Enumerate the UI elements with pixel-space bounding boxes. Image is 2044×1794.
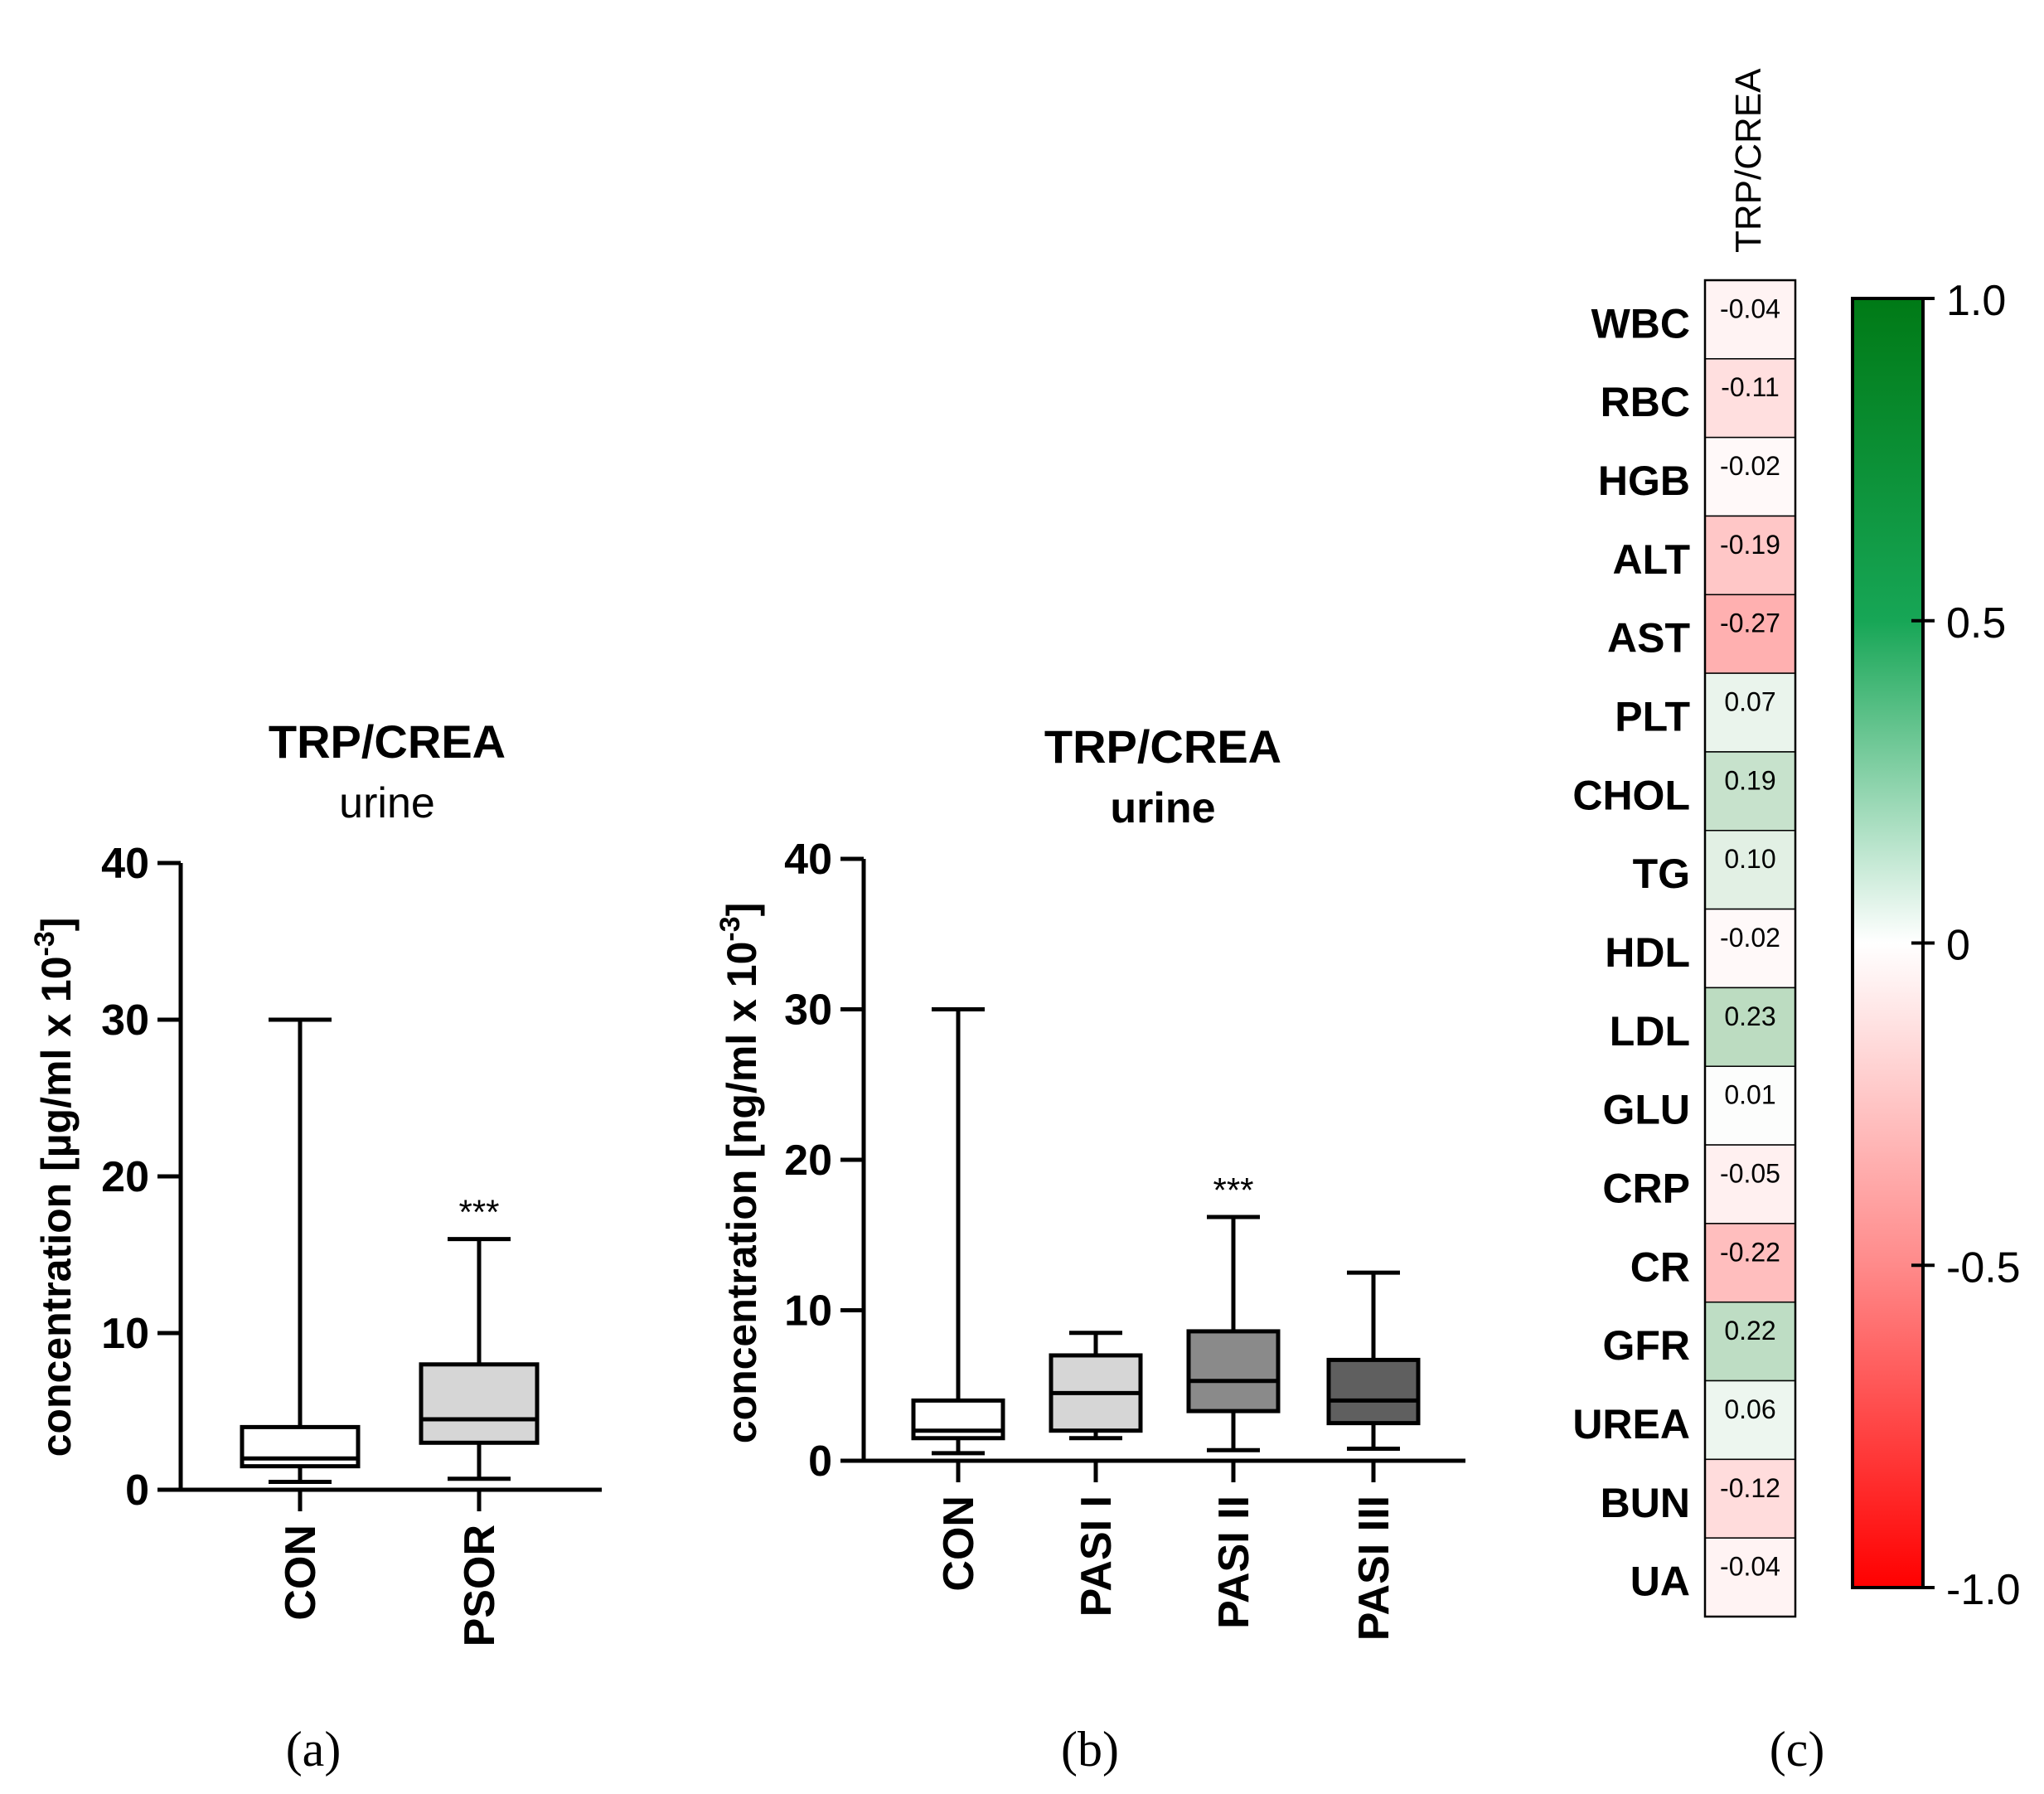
heatmap-row-label-gfr: GFR (1602, 1322, 1690, 1369)
panel-a-label: (a) (286, 1722, 341, 1777)
heatmap-row-label-chol: CHOL (1572, 772, 1690, 818)
heatmap-row-label-ua: UA (1630, 1559, 1690, 1605)
panel-a-y-tick-label: 0 (125, 1467, 149, 1515)
heatmap-row-label-glu: GLU (1602, 1087, 1690, 1133)
panel-b-x-tick-label: PASI II (1210, 1496, 1258, 1629)
heatmap-row-label-cr: CR (1630, 1244, 1690, 1290)
panel-a-x-tick-label: CON (277, 1525, 325, 1621)
heatmap-row-label-bun: BUN (1601, 1480, 1690, 1526)
panel-b-box-pasi-ii: *** (1186, 1171, 1281, 1452)
panel-b-y-tick-label: 30 (784, 987, 832, 1035)
colorbar (1851, 297, 1925, 1589)
panel-b-title: TRP/CREA (1044, 720, 1281, 773)
heatmap-row-label-ldl: LDL (1610, 1008, 1690, 1055)
heatmap-value-alt: -0.19 (1720, 530, 1780, 560)
heatmap-value-cr: -0.22 (1720, 1237, 1780, 1267)
heatmap-cell-alt (1704, 515, 1796, 596)
panel-c-label: (c) (1770, 1722, 1825, 1777)
heatmap-value-tg: 0.10 (1724, 844, 1775, 874)
heatmap-value-crp: -0.05 (1720, 1158, 1780, 1188)
panel-b-box-iqr (1326, 1357, 1421, 1426)
heatmap-row-label-plt: PLT (1615, 694, 1690, 740)
heatmap-value-urea: 0.06 (1724, 1394, 1775, 1424)
panel-c-heatmap: TRP/CREA -0.04 WBC -0.11 RBC -0.02 HGB -0.19 AL… (1572, 68, 2020, 1777)
heatmap-row-label-tg: TG (1633, 851, 1690, 897)
panel-a-y-tick-label: 10 (101, 1310, 149, 1358)
heatmap-value-ast: -0.27 (1720, 609, 1780, 638)
heatmap-cell-ua (1704, 1537, 1796, 1617)
panel-b-x-tick-label: PASI I (1073, 1496, 1121, 1617)
heatmap-value-ldl: 0.23 (1724, 1001, 1775, 1031)
heatmap-column-label: TRP/CREA (1728, 68, 1769, 253)
panel-b-label: (b) (1061, 1722, 1119, 1777)
panel-a-significance-marker: *** (458, 1193, 499, 1232)
heatmap-row-label-crp: CRP (1602, 1165, 1690, 1211)
panel-a-box-iqr (419, 1362, 540, 1445)
panel-a-box-psor: *** (419, 1193, 540, 1481)
colorbar-tick-label: 0 (1946, 922, 1970, 970)
panel-b-x-tick-label: CON (935, 1496, 983, 1592)
heatmap-value-chol: 0.19 (1724, 765, 1775, 795)
panel-a-y-tick-label: 40 (101, 840, 149, 888)
panel-b-box-iqr (1186, 1329, 1281, 1413)
heatmap-cell-tg (1704, 830, 1796, 910)
heatmap-value-hdl: -0.02 (1720, 923, 1780, 953)
heatmap-cell-hdl (1704, 908, 1796, 989)
heatmap-cell-wbc (1704, 279, 1796, 360)
colorbar-tick-label: 1.0 (1946, 277, 2006, 325)
heatmap-cell-ldl (1704, 987, 1796, 1067)
colorbar-tick-label: 0.5 (1946, 599, 2006, 647)
panel-b-box-pasi-iii (1326, 1270, 1421, 1451)
panel-b-y-tick-label: 10 (784, 1287, 832, 1336)
heatmap-value-bun: -0.12 (1720, 1473, 1780, 1503)
panel-b-x-tick-label: PASI III (1350, 1496, 1398, 1641)
heatmap-cell-plt (1704, 672, 1796, 753)
panel-a-ylabel: concentration [µg/ml x 10-3] (29, 918, 80, 1457)
panel-b-significance-marker: *** (1213, 1171, 1253, 1210)
heatmap-row-label-hgb: HGB (1598, 458, 1690, 504)
panel-b-y-tick-label: 0 (808, 1438, 832, 1486)
panel-b-y-tick-label: 20 (784, 1137, 832, 1185)
panel-a-subtitle: urine (339, 779, 435, 827)
heatmap-value-glu: 0.01 (1724, 1080, 1775, 1110)
panel-a-x-tick-label: PSOR (456, 1525, 504, 1646)
panel-b-boxplot: TRP/CREA urine concentration [ng/ml x 10… (714, 720, 1465, 1777)
heatmap-cell-crp (1704, 1144, 1796, 1224)
panel-b-y-tick-label: 40 (784, 836, 832, 884)
panel-a-title: TRP/CREA (269, 715, 506, 768)
panel-a-y-tick-label: 30 (101, 996, 149, 1045)
panel-a-boxplot: TRP/CREA urine concentration [µg/ml x 10… (29, 715, 602, 1777)
panel-a-box-con (240, 1017, 361, 1485)
heatmap-cell-hgb (1704, 436, 1796, 517)
heatmap-row-label-wbc: WBC (1591, 300, 1690, 347)
heatmap-row-label-alt: ALT (1613, 536, 1690, 583)
heatmap-row-label-ast: AST (1607, 615, 1690, 662)
heatmap-border (1703, 279, 1797, 1618)
colorbar-tick-label: -1.0 (1946, 1566, 2021, 1614)
panel-b-ylabel: concentration [ng/ml x 10-3] (714, 903, 765, 1444)
heatmap-value-rbc: -0.11 (1721, 372, 1780, 402)
heatmap-value-ua: -0.04 (1720, 1552, 1780, 1582)
heatmap-row-label-urea: UREA (1572, 1401, 1690, 1447)
panel-b-subtitle: urine (1110, 784, 1215, 832)
heatmap-value-wbc: -0.04 (1720, 293, 1780, 323)
heatmap-value-hgb: -0.02 (1720, 451, 1780, 481)
heatmap-cell-chol (1704, 751, 1796, 832)
heatmap-value-plt: 0.07 (1724, 687, 1775, 717)
heatmap-row-label-hdl: HDL (1605, 929, 1690, 976)
panel-a-y-tick-label: 20 (101, 1153, 149, 1201)
heatmap-value-gfr: 0.22 (1724, 1316, 1775, 1346)
heatmap-cell-rbc (1704, 358, 1796, 439)
heatmap-row-label-rbc: RBC (1601, 379, 1690, 425)
panel-b-box-con (911, 1007, 1005, 1456)
colorbar-tick-label: -0.5 (1946, 1244, 2021, 1292)
panel-b-box-pasi-i (1049, 1331, 1143, 1441)
